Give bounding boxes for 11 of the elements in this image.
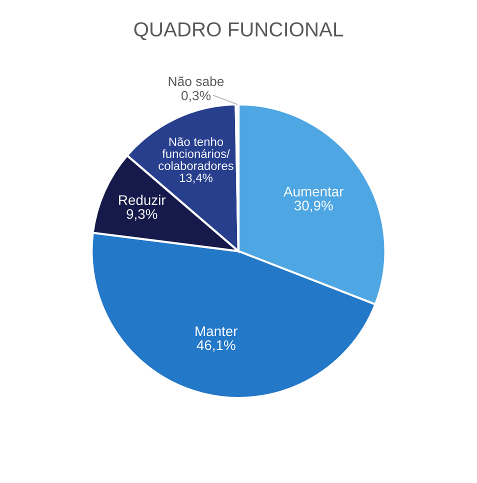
data-label: 46,1% — [196, 340, 236, 352]
slice-label: Não sabe — [168, 76, 224, 86]
slice-label: Reduzir — [119, 194, 166, 206]
data-label: 13,4% — [180, 174, 212, 184]
chart-title: QUADRO FUNCIONAL — [134, 22, 344, 40]
data-label: 9,3% — [126, 209, 158, 221]
slice-label: Aumentar — [284, 186, 344, 197]
slice-label: Manter — [196, 326, 238, 336]
slice-label: Não tenho funcionários/ colaboradores — [158, 137, 234, 170]
data-label: 30,9% — [294, 200, 333, 212]
data-label: 0,3% — [181, 90, 211, 102]
